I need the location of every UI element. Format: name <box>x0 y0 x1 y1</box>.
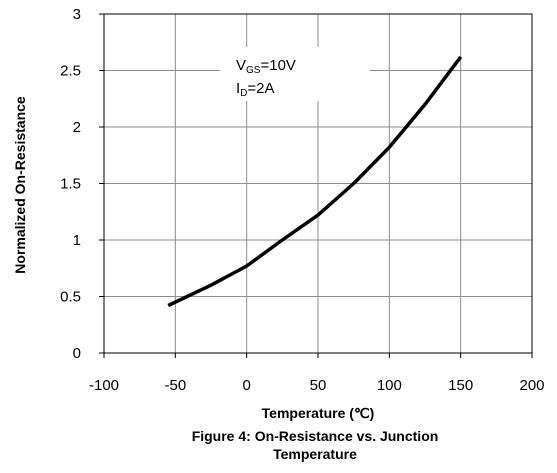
series-line <box>167 55 463 308</box>
annotation-id: ID=2A <box>236 80 275 99</box>
x-tick-label: 50 <box>310 377 327 394</box>
y-tick-label: 3 <box>73 6 81 23</box>
x-tick-label: 0 <box>242 377 250 394</box>
y-tick-label: 0 <box>73 345 81 362</box>
plot-frame <box>103 13 533 354</box>
y-tick-label: 2.5 <box>60 63 81 80</box>
annotation-box <box>220 47 370 101</box>
y-tick-label: 0.5 <box>60 289 81 306</box>
figure-caption-line-2: Temperature <box>273 446 357 462</box>
annotation-id-tail: =2A <box>247 80 274 97</box>
annotation-vgs-sub: GS <box>246 65 261 76</box>
annotation-vgs: VGS=10V <box>236 57 296 76</box>
y-axis-title: Normalized On-Resistance <box>12 96 28 274</box>
x-tick-label: -100 <box>89 377 119 394</box>
annotation-id-main: I <box>236 80 240 97</box>
annotation-id-sub: D <box>240 88 247 99</box>
figure-caption-line-1: Figure 4: On-Resistance vs. Junction <box>191 428 439 444</box>
x-tick-label: 100 <box>377 377 402 394</box>
x-axis-ticks: -100 -50 0 50 100 150 200 <box>89 353 545 394</box>
y-tick-label: 1.5 <box>60 176 81 193</box>
series-group <box>167 55 463 308</box>
annotation-vgs-main: V <box>236 57 246 74</box>
y-axis-ticks: 0 0.5 1 1.5 2 2.5 3 <box>60 6 104 362</box>
x-tick-label: -50 <box>164 377 186 394</box>
y-tick-label: 2 <box>73 119 81 136</box>
x-axis-title: Temperature (℃) <box>262 405 375 421</box>
x-tick-label: 200 <box>519 377 544 394</box>
annotation-vgs-tail: =10V <box>260 57 295 74</box>
x-tick-label: 150 <box>448 377 473 394</box>
y-tick-label: 1 <box>73 232 81 249</box>
